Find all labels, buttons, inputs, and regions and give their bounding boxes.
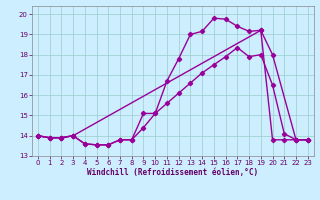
X-axis label: Windchill (Refroidissement éolien,°C): Windchill (Refroidissement éolien,°C) (87, 168, 258, 177)
